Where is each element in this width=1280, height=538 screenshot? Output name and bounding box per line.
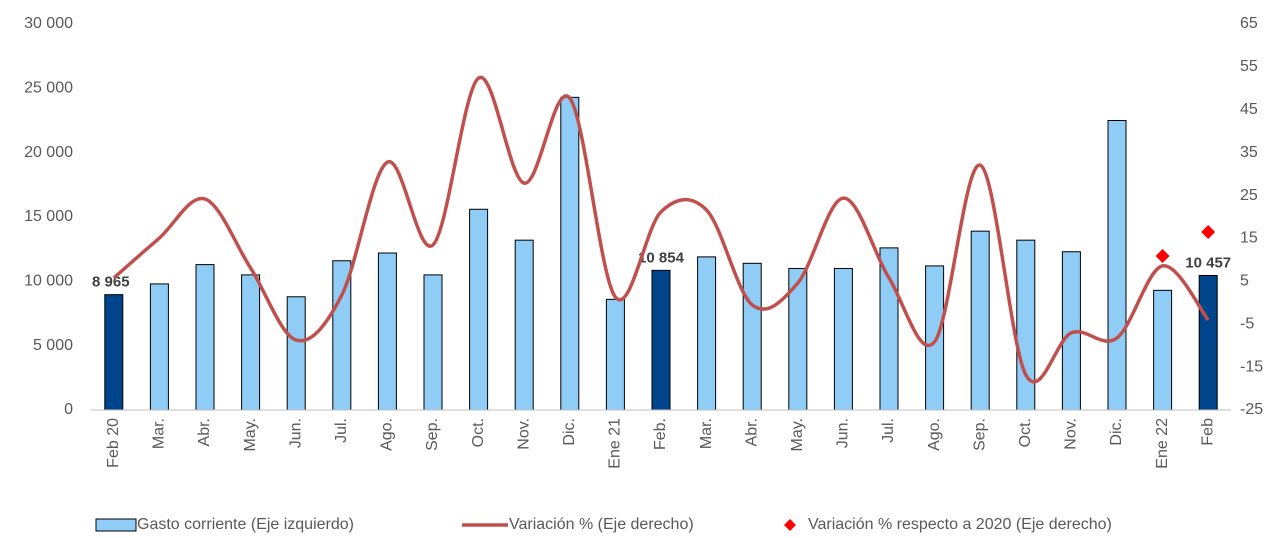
y2-tick-label: 25 [1240, 187, 1258, 204]
data-label: 8 965 [92, 274, 130, 291]
y2-tick-label: 35 [1240, 144, 1258, 161]
data-label: 10 457 [1185, 254, 1231, 271]
x-tick-label: Nov. [1063, 418, 1080, 450]
y2-tick-label: 55 [1240, 58, 1258, 75]
x-tick-label: Jun. [287, 418, 304, 448]
line [112, 75, 1210, 384]
y2-tick-label: 65 [1240, 15, 1258, 32]
x-tick-label: Abr. [196, 418, 213, 446]
bar [149, 283, 169, 411]
x-tick-label: Ene 22 [1154, 418, 1171, 469]
x-tick-label: Sep. [424, 418, 441, 451]
y-tick-label: 10 000 [24, 273, 73, 290]
bar [286, 296, 306, 411]
legend-label: Gasto corriente (Eje izquierdo) [137, 516, 354, 533]
bar [1198, 274, 1218, 411]
bar [1016, 239, 1036, 411]
legend-label: Variación % (Eje derecho) [509, 516, 694, 533]
y2-tick-label: 45 [1240, 101, 1258, 118]
y-tick-label: 30 000 [24, 15, 73, 32]
x-tick-label: Mar. [151, 418, 168, 449]
bar [879, 247, 899, 411]
x-tick-label: Abr. [743, 418, 760, 446]
x-tick-label: Jun. [835, 418, 852, 448]
bar [742, 262, 762, 411]
x-tick-label: Feb 20 [105, 418, 122, 468]
marker [1201, 225, 1216, 240]
x-tick-label: Ago. [379, 418, 396, 451]
bar [925, 265, 945, 411]
bar [560, 96, 580, 411]
bar [833, 267, 853, 411]
bar [241, 274, 261, 411]
x-tick-label: Oct. [1017, 418, 1034, 447]
bar [651, 269, 671, 411]
y2-tick-label: 15 [1240, 230, 1258, 247]
y2-tick-label: -15 [1240, 358, 1263, 375]
legend-label: Variación % respecto a 2020 (Eje derecho… [808, 516, 1112, 533]
bar [1153, 289, 1173, 411]
x-tick-label: Jul. [880, 418, 897, 443]
marker [1155, 249, 1170, 264]
legend-icon [95, 518, 137, 532]
x-tick-label: Nov. [515, 418, 532, 450]
x-tick-label: Ene 21 [607, 418, 624, 469]
bar [1107, 120, 1127, 411]
x-tick-label: May. [789, 418, 806, 451]
bar [514, 239, 534, 411]
bar [423, 274, 443, 411]
x-tick-label: Dic. [561, 418, 578, 446]
x-tick-label: May. [242, 418, 259, 451]
bar [104, 294, 124, 411]
legend-icon [784, 519, 796, 531]
y2-tick-label: 5 [1240, 273, 1249, 290]
bar [605, 298, 625, 411]
x-tick-label: Feb [1199, 418, 1216, 446]
bar [970, 230, 990, 411]
x-tick-label: Jul. [333, 418, 350, 443]
x-tick-label: Ago. [926, 418, 943, 451]
bar [469, 208, 489, 411]
bar [195, 264, 215, 411]
x-tick-label: Feb. [652, 418, 669, 450]
y-tick-label: 5 000 [33, 337, 73, 354]
y-tick-label: 25 000 [24, 80, 73, 97]
y2-tick-label: -25 [1240, 401, 1263, 418]
x-tick-label: Dic. [1108, 418, 1125, 446]
x-tick-label: Sep. [971, 418, 988, 451]
y2-tick-label: -5 [1240, 315, 1254, 332]
bar [697, 256, 717, 411]
bar [377, 252, 397, 411]
y-tick-label: 0 [64, 401, 73, 418]
x-tick-label: Mar. [698, 418, 715, 449]
data-label: 10 854 [638, 249, 685, 266]
x-tick-label: Oct. [470, 418, 487, 447]
y-tick-label: 20 000 [24, 144, 73, 161]
y-tick-label: 15 000 [24, 208, 73, 225]
